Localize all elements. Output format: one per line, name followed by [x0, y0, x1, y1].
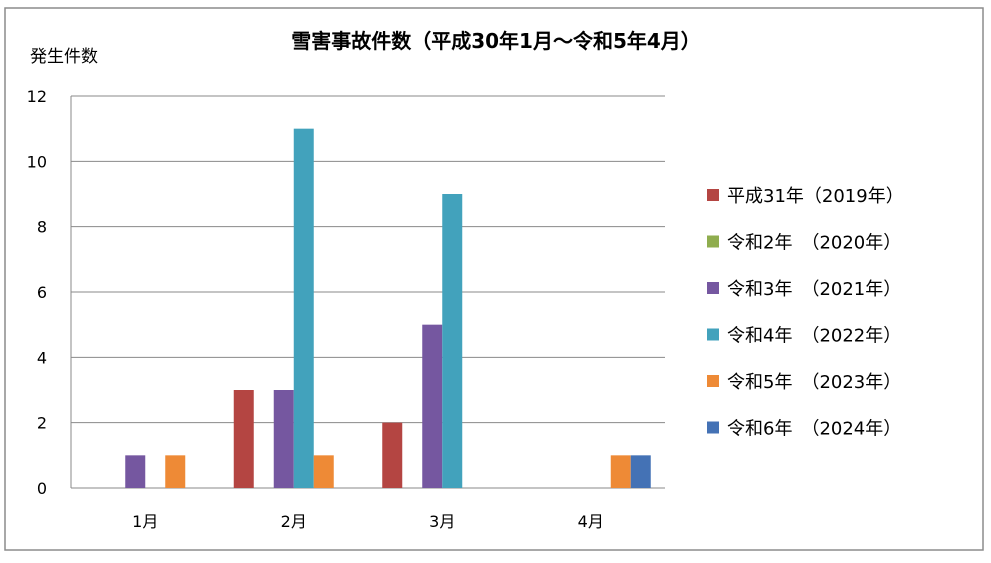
- x-tick-label: 1月: [132, 512, 158, 531]
- bar: [610, 455, 631, 488]
- legend-label: 令和5年 （2023年）: [727, 372, 901, 393]
- legend-label: 令和4年 （2022年）: [727, 326, 901, 347]
- legend-swatch: [707, 421, 719, 434]
- bar: [233, 390, 254, 488]
- y-tick-label: 2: [37, 414, 47, 433]
- x-axis-ticks: 1月 2月 3月 4月: [132, 512, 604, 531]
- bar: [273, 390, 294, 488]
- legend-swatch: [707, 375, 719, 387]
- legend-swatch: [707, 282, 719, 294]
- y-tick-label: 0: [37, 479, 47, 498]
- legend-swatch: [707, 328, 719, 341]
- legend-swatch: [707, 235, 719, 248]
- x-tick-label: 2月: [281, 512, 307, 531]
- y-tick-label: 10: [27, 152, 47, 171]
- y-tick-label: 6: [37, 283, 47, 302]
- legend-swatch: [707, 189, 719, 201]
- x-tick-label: 3月: [429, 512, 455, 531]
- bar: [293, 128, 314, 488]
- legend-label: 令和3年 （2021年）: [727, 279, 901, 300]
- legend: 平成31年（2019年） 令和2年 （2020年） 令和3年 （2021年） 令和4年…: [707, 186, 904, 440]
- legend-label: 令和2年 （2020年）: [727, 233, 901, 254]
- bar: [630, 455, 651, 488]
- bar: [382, 422, 403, 488]
- bar: [313, 455, 334, 488]
- legend-label: 平成31年（2019年）: [727, 186, 904, 207]
- y-axis-ticks: 0 2 4 6 8 10 12: [27, 87, 47, 498]
- bar: [165, 455, 186, 488]
- y-tick-label: 4: [37, 348, 47, 367]
- y-tick-label: 12: [27, 87, 47, 106]
- bar: [422, 324, 443, 488]
- y-axis-label: 発生件数: [30, 47, 98, 67]
- bar: [442, 194, 463, 488]
- bars: [125, 128, 651, 488]
- legend-label: 令和6年 （2024年）: [727, 419, 901, 440]
- chart-title: 雪害事故件数（平成30年1月～令和5年4月）: [291, 29, 701, 53]
- x-tick-label: 4月: [578, 512, 604, 531]
- y-tick-label: 8: [37, 218, 47, 237]
- bar: [125, 455, 146, 488]
